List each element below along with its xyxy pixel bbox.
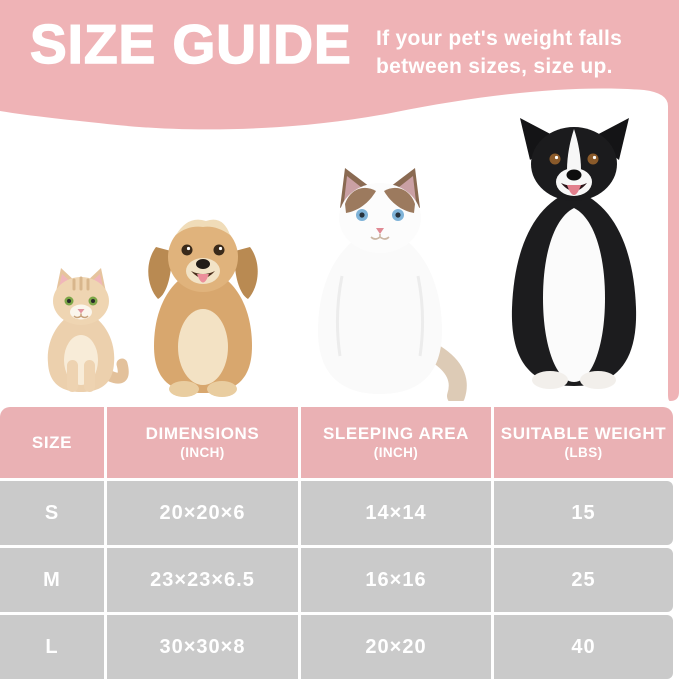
- col-header-dimensions: DIMENSIONS (INCH): [107, 407, 298, 478]
- collie-eye: [549, 153, 561, 165]
- puppy-muzzle: [186, 258, 220, 284]
- puppy-head: [168, 222, 238, 292]
- ragdoll-pupil: [395, 212, 401, 218]
- collie-eye: [587, 153, 599, 165]
- puppy-eye: [181, 244, 193, 256]
- puppy-nose: [196, 259, 210, 269]
- cat-leg: [67, 360, 78, 392]
- cat-mouth: [73, 313, 89, 319]
- border-collie-photo: [511, 118, 637, 389]
- puppy-fur-tuft: [176, 219, 230, 235]
- page-title: SIZE GUIDE: [29, 13, 352, 75]
- collie-eye-highlight: [592, 155, 597, 160]
- ragdoll-fur-lines: [335, 275, 425, 357]
- col-header-suitable-weight-unit: (LBS): [564, 444, 603, 460]
- collie-ear: [591, 118, 629, 160]
- tan-puppy-photo: [148, 219, 258, 397]
- ragdoll-tail: [427, 345, 467, 401]
- small-cream-cat-photo: [47, 268, 129, 392]
- puppy-eye-highlight: [218, 246, 223, 251]
- col-header-suitable-weight-label: SUITABLE WEIGHT: [500, 424, 667, 444]
- cell-sleeping-area-m: 16×16: [301, 548, 491, 612]
- cat-nose: [77, 309, 85, 314]
- collie-tongue: [567, 185, 581, 195]
- ragdoll-head: [339, 183, 421, 253]
- cat-head: [53, 277, 109, 325]
- col-header-size: SIZE: [0, 407, 104, 478]
- cell-weight-m: 25: [494, 548, 673, 612]
- cell-size-s: S: [0, 481, 104, 545]
- header-note-line2: between sizes, size up.: [376, 54, 613, 78]
- cell-dimensions-m: 23×23×6.5: [107, 548, 298, 612]
- header-note: If your pet's weight falls between sizes…: [376, 25, 622, 80]
- cat-pupil: [91, 299, 95, 303]
- cat-leg: [84, 360, 95, 392]
- collie-ear: [520, 118, 558, 160]
- puppy-tongue: [197, 274, 209, 283]
- ragdoll-cat-photo: [318, 168, 467, 401]
- collie-blaze: [567, 129, 581, 170]
- col-header-sleeping-area-label: SLEEPING AREA: [322, 424, 470, 444]
- ragdoll-mouth: [370, 234, 390, 240]
- puppy-paw: [207, 381, 237, 397]
- header-note-line1: If your pet's weight falls: [376, 27, 623, 50]
- cell-dimensions-s: 20×20×6: [107, 481, 298, 545]
- ragdoll-nose: [376, 228, 384, 234]
- ragdoll-mask: [345, 187, 376, 213]
- header-wave-background: [0, 0, 679, 401]
- puppy-ear: [148, 247, 172, 299]
- col-header-sleeping-area-unit: (INCH): [373, 444, 419, 460]
- cat-stripes: [72, 276, 90, 291]
- collie-paw: [580, 371, 616, 389]
- col-header-sleeping-area: SLEEPING AREA (INCH): [301, 407, 491, 478]
- collie-paw: [532, 371, 568, 389]
- collie-chest: [543, 208, 605, 382]
- cell-weight-l: 40: [494, 615, 673, 679]
- col-header-size-label: SIZE: [31, 432, 73, 452]
- puppy-paw: [169, 381, 199, 397]
- cell-size-m: M: [0, 548, 104, 612]
- ragdoll-mask: [384, 187, 415, 213]
- ragdoll-body: [318, 226, 442, 394]
- size-table: SIZE DIMENSIONS (INCH) SLEEPING AREA (IN…: [0, 407, 679, 679]
- col-header-dimensions-unit: (INCH): [180, 444, 225, 460]
- puppy-eye-highlight: [186, 246, 191, 251]
- cat-pupil: [67, 299, 71, 303]
- puppy-eye: [213, 244, 225, 256]
- ragdoll-pupil: [359, 212, 365, 218]
- cell-sleeping-area-s: 14×14: [301, 481, 491, 545]
- puppy-chest: [178, 309, 228, 385]
- col-header-suitable-weight: SUITABLE WEIGHT (LBS): [494, 407, 673, 478]
- cell-sleeping-area-l: 20×20: [301, 615, 491, 679]
- cell-dimensions-l: 30×30×8: [107, 615, 298, 679]
- cell-weight-s: 15: [494, 481, 673, 545]
- cell-size-l: L: [0, 615, 104, 679]
- col-header-dimensions-label: DIMENSIONS: [145, 424, 260, 444]
- puppy-ear: [234, 247, 258, 299]
- collie-muzzle: [556, 168, 592, 196]
- collie-eye-highlight: [554, 155, 559, 160]
- collie-nose: [566, 169, 582, 181]
